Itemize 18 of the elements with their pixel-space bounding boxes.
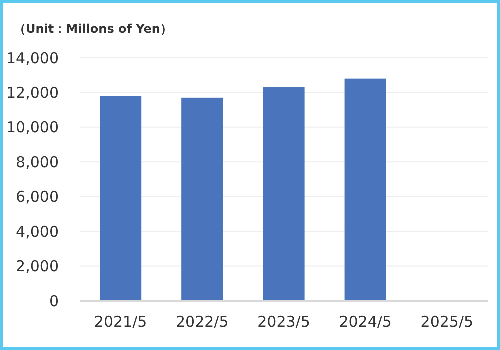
bar bbox=[182, 98, 224, 301]
y-tick-label: 2,000 bbox=[16, 258, 59, 276]
y-tick-label: 6,000 bbox=[16, 188, 59, 206]
y-tick-label: 8,000 bbox=[16, 153, 59, 172]
bar bbox=[263, 88, 305, 301]
y-tick-label: 0 bbox=[49, 292, 59, 310]
x-tick-label: 2024/5 bbox=[339, 313, 392, 331]
x-tick-label: 2022/5 bbox=[176, 313, 229, 331]
x-tick-label: 2021/5 bbox=[94, 313, 148, 331]
chart-title: （Unit：Millons of Yen） bbox=[14, 22, 172, 36]
y-tick-label: 10,000 bbox=[6, 118, 59, 137]
y-tick-label: 4,000 bbox=[16, 222, 59, 241]
x-tick-label: 2025/5 bbox=[420, 313, 474, 331]
bar bbox=[100, 96, 142, 301]
x-tick-label: 2023/5 bbox=[258, 313, 310, 331]
y-tick-label: 14,000 bbox=[6, 49, 59, 68]
y-tick-label: 12,000 bbox=[6, 84, 59, 102]
bar bbox=[344, 78, 386, 301]
